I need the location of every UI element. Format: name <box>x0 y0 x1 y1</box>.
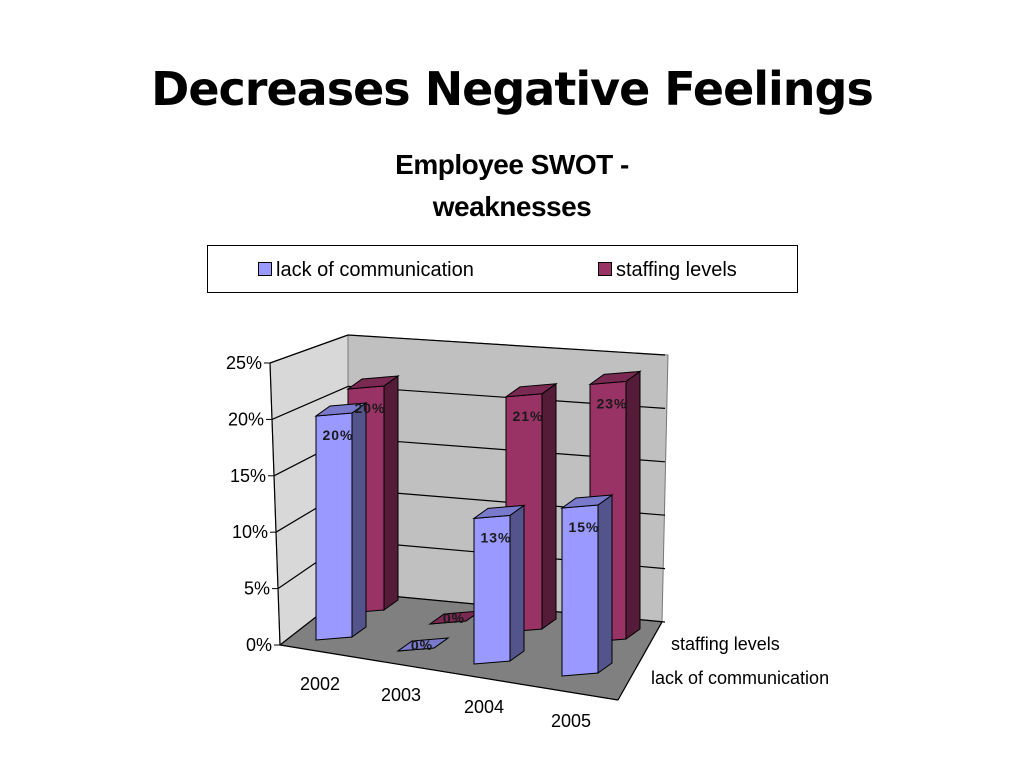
bar-top-face <box>504 383 558 398</box>
y-tick-label: 25% <box>226 353 262 373</box>
legend-swatch-lack-of-communication <box>258 261 272 276</box>
depth-axis-label: lack of communication <box>651 668 829 688</box>
chart-title: Employee SWOT - weaknesses <box>0 144 1024 228</box>
bar-side-face <box>509 504 525 662</box>
bar-lack-of-communication-2002 <box>314 402 368 641</box>
legend-swatch-staffing-levels <box>598 261 612 276</box>
bar-top-face <box>472 504 526 520</box>
data-label: 21% <box>512 408 543 424</box>
data-label: 0% <box>443 610 465 626</box>
gridline-side <box>271 385 349 420</box>
data-label: 13% <box>480 529 511 545</box>
legend-label-staffing-levels: staffing levels <box>616 259 737 281</box>
chart-legend: lack of communication staffing levels <box>207 245 798 293</box>
chart-title-line-2: weaknesses <box>432 191 592 222</box>
x-axis-line <box>279 644 619 701</box>
x-tick-label: 2002 <box>300 674 340 694</box>
chart-title-line-1: Employee SWOT - <box>395 149 629 180</box>
y-tick-label: 20% <box>228 409 264 429</box>
bar-top-face <box>314 402 368 417</box>
data-label: 23% <box>596 395 627 411</box>
bar-side-face <box>597 494 613 674</box>
depth-axis-line <box>617 621 663 701</box>
bar-top-face <box>588 370 642 386</box>
gridline-back <box>347 334 666 356</box>
bar-top-face <box>396 637 450 652</box>
bar-top-face <box>346 375 400 390</box>
bar-side-face <box>383 375 399 611</box>
legend-item-lack-of-communication: lack of communication <box>258 259 474 282</box>
bar-side-face <box>351 402 367 638</box>
bar-top-face <box>560 494 614 509</box>
y-tick-label: 0% <box>246 635 272 655</box>
x-tick-label: 2005 <box>551 711 591 731</box>
gridline-side <box>269 334 349 364</box>
y-axis-line <box>269 362 281 646</box>
bar-side-face <box>541 382 557 630</box>
depth-axis-label: staffing levels <box>671 634 780 654</box>
legend-label-lack-of-communication: lack of communication <box>276 259 474 281</box>
y-tick-label: 10% <box>232 522 268 542</box>
data-label: 0% <box>411 637 433 653</box>
data-label: 20% <box>322 427 353 443</box>
bar-side-face <box>625 370 641 640</box>
y-tick-label: 5% <box>244 579 270 599</box>
y-tick-label: 15% <box>230 466 266 486</box>
legend-item-staffing-levels: staffing levels <box>598 259 737 282</box>
bar-front-face <box>315 412 353 641</box>
bar-lack-of-communication-2005 <box>560 494 614 677</box>
data-label: 20% <box>354 400 385 416</box>
bar-lack-of-communication-2004 <box>472 504 526 665</box>
data-label: 15% <box>568 519 599 535</box>
bar-lack-of-communication-2003 <box>396 637 450 652</box>
x-tick-label: 2003 <box>381 685 421 705</box>
slide-title: Decreases Negative Feelings <box>151 62 874 116</box>
x-tick-label: 2004 <box>464 697 504 717</box>
